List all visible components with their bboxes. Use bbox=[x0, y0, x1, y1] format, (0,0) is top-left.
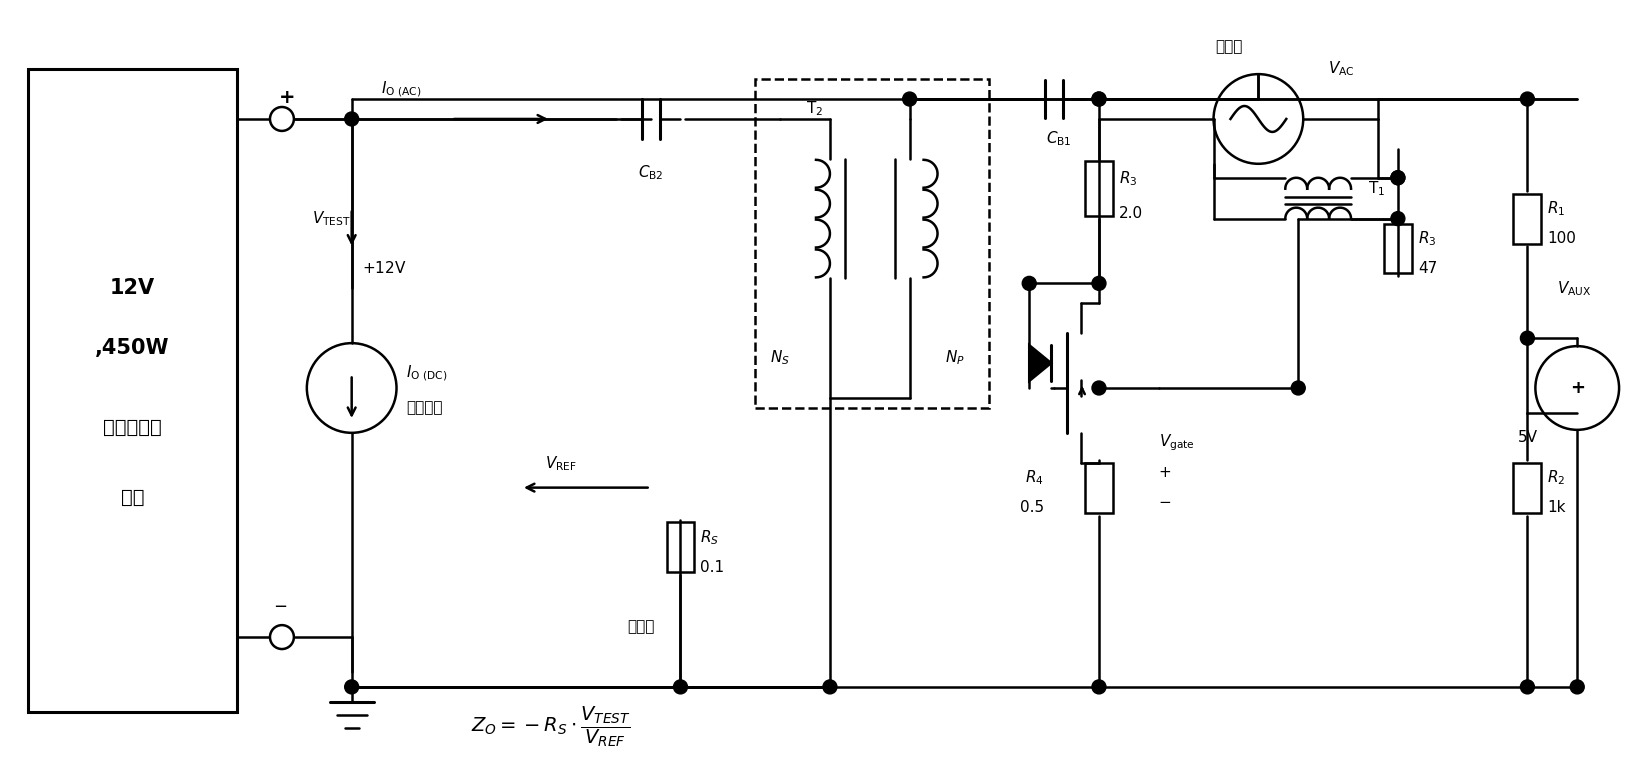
Bar bbox=[756, 79, 989, 408]
Text: $C_{\rm B2}$: $C_{\rm B2}$ bbox=[639, 164, 663, 183]
Circle shape bbox=[345, 680, 358, 694]
Circle shape bbox=[1391, 170, 1404, 185]
Circle shape bbox=[345, 112, 358, 126]
Text: ─: ─ bbox=[275, 598, 285, 616]
Circle shape bbox=[1091, 381, 1106, 395]
Circle shape bbox=[1520, 331, 1535, 345]
Text: 12V: 12V bbox=[109, 278, 155, 298]
Text: $R_3$: $R_3$ bbox=[1119, 170, 1137, 188]
Circle shape bbox=[1520, 92, 1535, 106]
Text: $I_{\rm O\ (DC)}$: $I_{\rm O\ (DC)}$ bbox=[407, 363, 448, 382]
Text: 直流负载: 直流负载 bbox=[407, 400, 443, 415]
Text: $N_S$: $N_S$ bbox=[771, 349, 790, 367]
Circle shape bbox=[1520, 680, 1535, 694]
Text: $Z_O = -R_S \cdot \dfrac{V_{TEST}}{V_{REF}}$: $Z_O = -R_S \cdot \dfrac{V_{TEST}}{V_{RE… bbox=[471, 704, 630, 749]
Text: 1k: 1k bbox=[1548, 500, 1565, 515]
Bar bbox=[1085, 462, 1113, 512]
Text: $V_{\rm TEST}$: $V_{\rm TEST}$ bbox=[311, 209, 350, 228]
Text: $V_{\rm AC}$: $V_{\rm AC}$ bbox=[1328, 60, 1355, 78]
Text: $R_2$: $R_2$ bbox=[1548, 468, 1565, 487]
Text: 47: 47 bbox=[1417, 261, 1437, 276]
Circle shape bbox=[1292, 381, 1305, 395]
Text: $+12\rm V$: $+12\rm V$ bbox=[362, 260, 406, 276]
Circle shape bbox=[1023, 276, 1036, 290]
Bar bbox=[28, 69, 238, 712]
Circle shape bbox=[1091, 92, 1106, 106]
Text: 5V: 5V bbox=[1517, 430, 1538, 445]
Text: +: + bbox=[1158, 465, 1171, 480]
Bar bbox=[1085, 161, 1113, 216]
Bar bbox=[1513, 462, 1541, 512]
Polygon shape bbox=[1030, 345, 1051, 381]
Text: $R_S$: $R_S$ bbox=[700, 528, 720, 547]
Text: +: + bbox=[279, 88, 295, 107]
Text: ,450W: ,450W bbox=[94, 338, 169, 358]
Text: $R_3$: $R_3$ bbox=[1417, 229, 1437, 248]
Text: 100: 100 bbox=[1548, 231, 1577, 246]
Circle shape bbox=[1391, 212, 1404, 226]
Bar bbox=[1513, 194, 1541, 243]
Circle shape bbox=[823, 680, 837, 694]
Circle shape bbox=[673, 680, 687, 694]
Text: $I_{\rm O\ (AC)}$: $I_{\rm O\ (AC)}$ bbox=[381, 79, 422, 99]
Text: $R_1$: $R_1$ bbox=[1548, 199, 1565, 218]
Text: $V_{\rm AUX}$: $V_{\rm AUX}$ bbox=[1557, 279, 1592, 298]
Text: 0.5: 0.5 bbox=[1020, 500, 1044, 515]
Bar bbox=[666, 522, 694, 572]
Bar bbox=[1385, 223, 1412, 273]
Text: T$_1$: T$_1$ bbox=[1368, 180, 1385, 198]
Text: +: + bbox=[1570, 379, 1585, 397]
Text: $R_4$: $R_4$ bbox=[1026, 468, 1044, 487]
Text: $V_{\rm REF}$: $V_{\rm REF}$ bbox=[546, 454, 577, 472]
Text: 2.0: 2.0 bbox=[1119, 206, 1144, 221]
Text: 分流器: 分流器 bbox=[627, 620, 655, 634]
Circle shape bbox=[1391, 170, 1404, 185]
Text: −: − bbox=[1158, 495, 1171, 510]
Text: 信号源: 信号源 bbox=[1215, 39, 1243, 55]
Circle shape bbox=[1091, 276, 1106, 290]
Text: $V_{\rm gate}$: $V_{\rm gate}$ bbox=[1158, 432, 1194, 453]
Text: $C_{\rm B1}$: $C_{\rm B1}$ bbox=[1046, 129, 1072, 147]
Text: 0.1: 0.1 bbox=[700, 560, 725, 574]
Circle shape bbox=[1570, 680, 1585, 694]
Text: 电源: 电源 bbox=[121, 488, 145, 507]
Text: 交流－直流: 交流－直流 bbox=[103, 419, 161, 437]
Circle shape bbox=[902, 92, 917, 106]
Circle shape bbox=[1091, 680, 1106, 694]
Text: $N_P$: $N_P$ bbox=[945, 349, 964, 367]
Circle shape bbox=[1091, 92, 1106, 106]
Text: T$_2$: T$_2$ bbox=[806, 100, 824, 118]
